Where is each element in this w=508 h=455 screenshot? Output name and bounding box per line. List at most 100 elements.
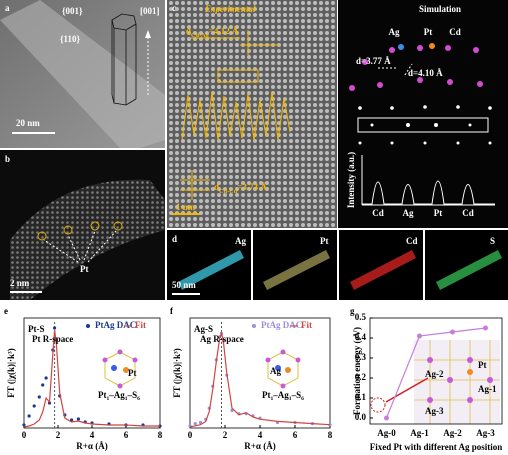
label: 50 nm [172,280,196,290]
label: Ag-S [194,324,213,334]
label: Ag-0 [377,428,396,438]
label: PtAg DAC [95,320,136,330]
frame [357,117,489,133]
label-part: d [214,182,219,192]
label: Pt [424,27,433,37]
label: 0.0 [355,412,367,422]
lattice [10,179,165,300]
label: c [172,3,176,13]
ag-atom [111,365,117,371]
label: 0.1 [355,392,367,402]
pt-atom [123,367,129,373]
label-part: Cd-Cd [219,188,238,195]
label: {001} [62,6,83,16]
legend-swatch [252,324,256,328]
label: Pt1–Ag1–S6 [98,390,140,402]
energy-point [384,415,389,421]
label: d=4.10 Å [408,68,443,78]
energy-point [417,333,422,339]
label: Pt [478,360,487,370]
label-part: –Ag [272,390,289,400]
label: FT (|χ(k)|·k³) [6,348,16,397]
label: Formation energy (eV) [352,327,362,415]
simulation-image [338,0,508,228]
intensity-profile [361,155,495,206]
label-part: d [186,26,191,36]
ag-atom [398,44,404,50]
data-point [32,404,36,408]
label-part: =4.12 Å [209,26,239,36]
label: Fit [135,320,146,330]
label: g [350,306,355,316]
label: Cd [449,27,461,37]
data-point [37,395,41,399]
data-point [27,414,31,418]
label: Ag [270,366,281,376]
label: Pt R-space [32,334,73,344]
label-part: –S [127,390,138,400]
label: 4 [90,430,95,440]
structure-atoms [102,349,301,389]
label: b [5,154,10,164]
label: 0.2 [355,372,367,382]
data-point [193,422,197,426]
nanorod [0,0,165,148]
label-part: –Ag [108,390,125,400]
label: Pt [434,208,443,218]
arrows [43,230,117,263]
label: Pt-S [28,324,45,334]
eds-maps [167,230,508,300]
label: Ag [235,236,246,246]
energy-point [450,329,455,335]
label: 6 [293,430,298,440]
label-part: 1 [271,396,274,402]
label: 20 nm [16,118,40,128]
g-inset [370,340,500,424]
label-part: –S [291,390,302,400]
label: 0.3 [355,352,367,362]
label-part: 6 [301,396,304,402]
label: Cd [462,208,474,218]
ag-atom [275,365,281,371]
label: 0 [22,430,27,440]
label: 2 [223,430,228,440]
label: FT (|χ(k)|·k³) [172,348,182,397]
plot-frame [369,317,503,425]
pt-atom [429,43,435,49]
data-point [198,420,203,425]
label-part: 1 [107,396,110,402]
label: Ag-2 [443,428,462,438]
label: f [170,306,174,316]
annotation-lines [172,30,291,215]
label: 0.5 [355,312,367,322]
label: Cd [406,236,418,246]
label: Ag-3 [476,428,495,438]
label: S [490,236,495,246]
label: dCd-Cd=3.73 Å [214,182,267,195]
label: Ag-1 [478,384,497,394]
fit-line [23,329,160,428]
label: e [4,306,8,316]
label-part: Pt [262,390,271,400]
label: Pt [320,236,329,246]
legend-swatch [86,324,90,328]
pt-sites [37,221,123,241]
arrow-head [145,30,151,38]
label: 2 nm [10,278,30,288]
label: 1 nm [176,202,196,212]
prism [111,13,137,106]
pt-atom [285,367,291,373]
data-point [44,376,48,380]
label: Intensity (a.u.) [346,152,356,208]
label: Ag [403,208,414,218]
label: dCd-Ag=4.12 Å [186,26,239,39]
label: Ag-3 [425,406,444,416]
label: R+α (Å) [244,441,275,451]
label: Simulation [419,4,461,14]
label: 8 [158,430,163,440]
label: Cd [372,208,384,218]
energy-point [483,325,488,331]
fit-line [189,331,331,428]
label: [001] [140,6,160,16]
